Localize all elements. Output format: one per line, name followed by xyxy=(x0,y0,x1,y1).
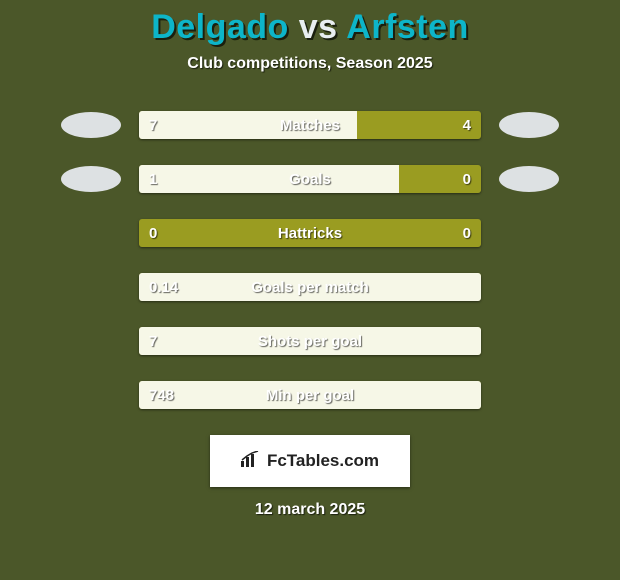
title-player2: Arfsten xyxy=(346,8,469,46)
stat-label: Goals per match xyxy=(139,273,481,301)
stat-label: Goals xyxy=(139,165,481,193)
stat-label: Hattricks xyxy=(139,219,481,247)
stat-bar: 0.14Goals per match xyxy=(139,273,481,301)
stat-row: 0Hattricks0 xyxy=(0,219,620,247)
flag-right xyxy=(499,112,559,138)
stat-bar: 1Goals0 xyxy=(139,165,481,193)
stat-label: Matches xyxy=(139,111,481,139)
stat-label: Shots per goal xyxy=(139,327,481,355)
stat-row: 748Min per goal xyxy=(0,381,620,409)
title-vs: vs xyxy=(299,8,338,46)
stat-right-value: 0 xyxy=(463,219,471,247)
subtitle: Club competitions, Season 2025 xyxy=(0,55,620,73)
stage: Delgado vs Arfsten Club competitions, Se… xyxy=(0,0,620,580)
chart-icon xyxy=(241,451,261,472)
stats-rows: 7Matches41Goals00Hattricks00.14Goals per… xyxy=(0,111,620,409)
stat-row: 0.14Goals per match xyxy=(0,273,620,301)
stat-bar: 748Min per goal xyxy=(139,381,481,409)
stat-bar: 7Shots per goal xyxy=(139,327,481,355)
page-title: Delgado vs Arfsten xyxy=(0,0,620,47)
flag-right xyxy=(499,166,559,192)
stat-right-value: 0 xyxy=(463,165,471,193)
flag-left xyxy=(61,112,121,138)
stat-label: Min per goal xyxy=(139,381,481,409)
stat-bar: 7Matches4 xyxy=(139,111,481,139)
stat-row: 7Matches4 xyxy=(0,111,620,139)
flag-left xyxy=(61,166,121,192)
footer-brand: FcTables.com xyxy=(267,451,379,471)
stat-bar: 0Hattricks0 xyxy=(139,219,481,247)
stat-right-value: 4 xyxy=(463,111,471,139)
stat-row: 7Shots per goal xyxy=(0,327,620,355)
footer-logo: FcTables.com xyxy=(210,435,410,487)
stat-row: 1Goals0 xyxy=(0,165,620,193)
title-player1: Delgado xyxy=(151,8,289,46)
date-label: 12 march 2025 xyxy=(0,501,620,519)
